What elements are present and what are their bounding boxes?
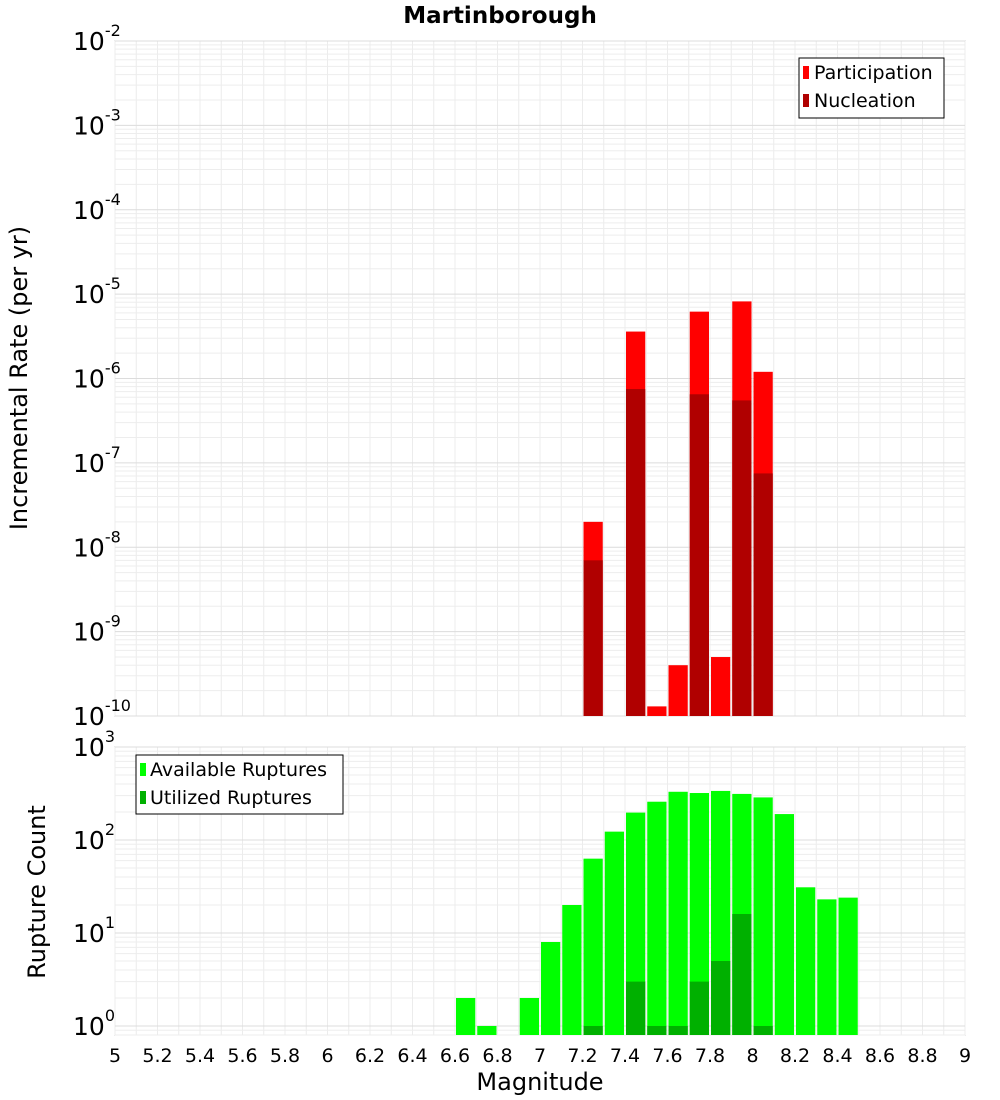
x-tick-label: 7.6 — [652, 1045, 682, 1067]
top-y-tick-label: 10-4 — [73, 190, 121, 225]
bottom-bar-available-ruptures — [604, 831, 624, 1035]
x-tick-label: 5.4 — [185, 1045, 215, 1067]
top-y-tick-label: 10-6 — [73, 359, 121, 394]
bottom-panel: 100 101 102 103 5 5.2 5.4 5.6 5.8 6 6.2 6.4 6.6 6.8 7… — [23, 727, 971, 1096]
bottom-bar-available-ruptures — [477, 1025, 497, 1035]
legend-label-participation: Participation — [814, 62, 933, 84]
legend-label-nucleation: Nucleation — [814, 90, 916, 112]
x-axis-label: Magnitude — [476, 1068, 603, 1096]
top-bar-nucleation — [732, 400, 752, 716]
legend-label-available: Available Ruptures — [150, 759, 327, 781]
x-ticks: 5 5.2 5.4 5.6 5.8 6 6.2 6.4 6.6 6.8 7 7.2 7.4 7.6 7.8 8… — [109, 1045, 971, 1067]
legend-swatch-participation — [803, 66, 809, 79]
legend-swatch-utilized — [140, 791, 146, 804]
bottom-y-tick-label: 101 — [73, 913, 115, 948]
bottom-bar-available-ruptures — [753, 797, 773, 1035]
bottom-bar-utilized-ruptures — [626, 981, 646, 1035]
top-y-tick-label: 10-7 — [73, 443, 121, 478]
x-tick-label: 5.8 — [270, 1045, 300, 1067]
top-bar-participation — [711, 657, 731, 716]
top-panel: 10-10 10-9 10-8 10-7 10-6 10-5 10-4 10-3 10-2 In… — [5, 21, 966, 731]
top-y-ticks: 10-10 10-9 10-8 10-7 10-6 10-5 10-4 10-3 10-2 — [73, 21, 131, 731]
x-tick-label: 7.2 — [567, 1045, 597, 1067]
x-tick-label: 7.4 — [610, 1045, 640, 1067]
top-legend-box — [798, 57, 945, 119]
bottom-bar-utilized-ruptures — [647, 1025, 667, 1035]
top-y-tick-label: 10-5 — [73, 274, 121, 309]
bottom-legend: Available Ruptures Utilized Ruptures — [135, 754, 344, 815]
x-tick-label: 8.4 — [822, 1045, 852, 1067]
bottom-bar-available-ruptures — [519, 997, 539, 1035]
bottom-bar-available-ruptures — [838, 897, 858, 1035]
top-y-tick-label: 10-9 — [73, 612, 121, 647]
top-bar-nucleation — [753, 473, 773, 716]
chart-title: Martinborough — [403, 3, 597, 29]
bottom-bar-utilized-ruptures — [711, 960, 731, 1035]
x-tick-label: 7 — [534, 1045, 546, 1067]
bottom-bar-available-ruptures — [456, 997, 476, 1035]
top-legend: Participation Nucleation — [798, 57, 945, 119]
top-y-tick-label: 10-8 — [73, 527, 121, 562]
bottom-bar-available-ruptures — [817, 899, 837, 1035]
x-tick-label: 5.6 — [227, 1045, 257, 1067]
legend-swatch-available — [140, 763, 146, 776]
bottom-y-tick-label: 102 — [73, 820, 115, 855]
top-bar-participation — [668, 665, 688, 716]
bottom-bar-available-ruptures — [689, 793, 709, 1035]
bottom-bar-utilized-ruptures — [668, 1025, 688, 1035]
x-tick-label: 8 — [746, 1045, 758, 1067]
bottom-y-tick-label: 103 — [73, 727, 115, 762]
x-tick-label: 6.8 — [482, 1045, 512, 1067]
bottom-bar-available-ruptures — [541, 942, 561, 1035]
bottom-bar-available-ruptures — [583, 858, 603, 1035]
bottom-bars — [456, 790, 858, 1035]
x-tick-label: 6.4 — [397, 1045, 427, 1067]
legend-label-utilized: Utilized Ruptures — [150, 787, 312, 809]
bottom-bar-utilized-ruptures — [583, 1025, 603, 1035]
bottom-y-axis-label: Rupture Count — [23, 805, 51, 979]
top-y-tick-label: 10-2 — [73, 21, 121, 56]
bottom-bar-available-ruptures — [647, 801, 667, 1035]
bottom-bar-available-ruptures — [796, 887, 816, 1035]
bottom-bar-utilized-ruptures — [753, 1025, 773, 1035]
top-y-tick-label: 10-10 — [73, 696, 131, 731]
top-y-axis-label: Incremental Rate (per yr) — [5, 226, 33, 530]
top-bar-nucleation — [626, 389, 646, 716]
x-tick-label: 6.6 — [440, 1045, 470, 1067]
x-tick-label: 7.8 — [695, 1045, 725, 1067]
x-tick-label: 8.2 — [780, 1045, 810, 1067]
legend-swatch-nucleation — [803, 94, 809, 107]
bottom-bar-utilized-ruptures — [732, 914, 752, 1035]
bottom-y-ticks: 100 101 102 103 — [73, 727, 115, 1041]
bottom-bar-utilized-ruptures — [689, 981, 709, 1035]
top-y-tick-label: 10-3 — [73, 105, 121, 140]
bottom-legend-box — [135, 754, 344, 815]
bottom-bar-available-ruptures — [774, 814, 794, 1035]
x-tick-label: 8.8 — [907, 1045, 937, 1067]
top-bar-nucleation — [583, 560, 603, 716]
bottom-bar-available-ruptures — [562, 904, 582, 1035]
x-tick-label: 6 — [321, 1045, 333, 1067]
top-bars — [583, 301, 773, 716]
x-tick-label: 9 — [959, 1045, 971, 1067]
top-grid — [114, 40, 966, 717]
bottom-bar-available-ruptures — [668, 791, 688, 1035]
x-tick-label: 8.6 — [865, 1045, 895, 1067]
top-bar-nucleation — [689, 394, 709, 716]
x-tick-label: 5 — [109, 1045, 121, 1067]
x-tick-label: 5.2 — [142, 1045, 172, 1067]
bottom-bar-available-ruptures — [626, 812, 646, 1035]
bottom-y-tick-label: 100 — [73, 1006, 115, 1041]
x-tick-label: 6.2 — [355, 1045, 385, 1067]
top-bar-participation — [647, 706, 667, 716]
